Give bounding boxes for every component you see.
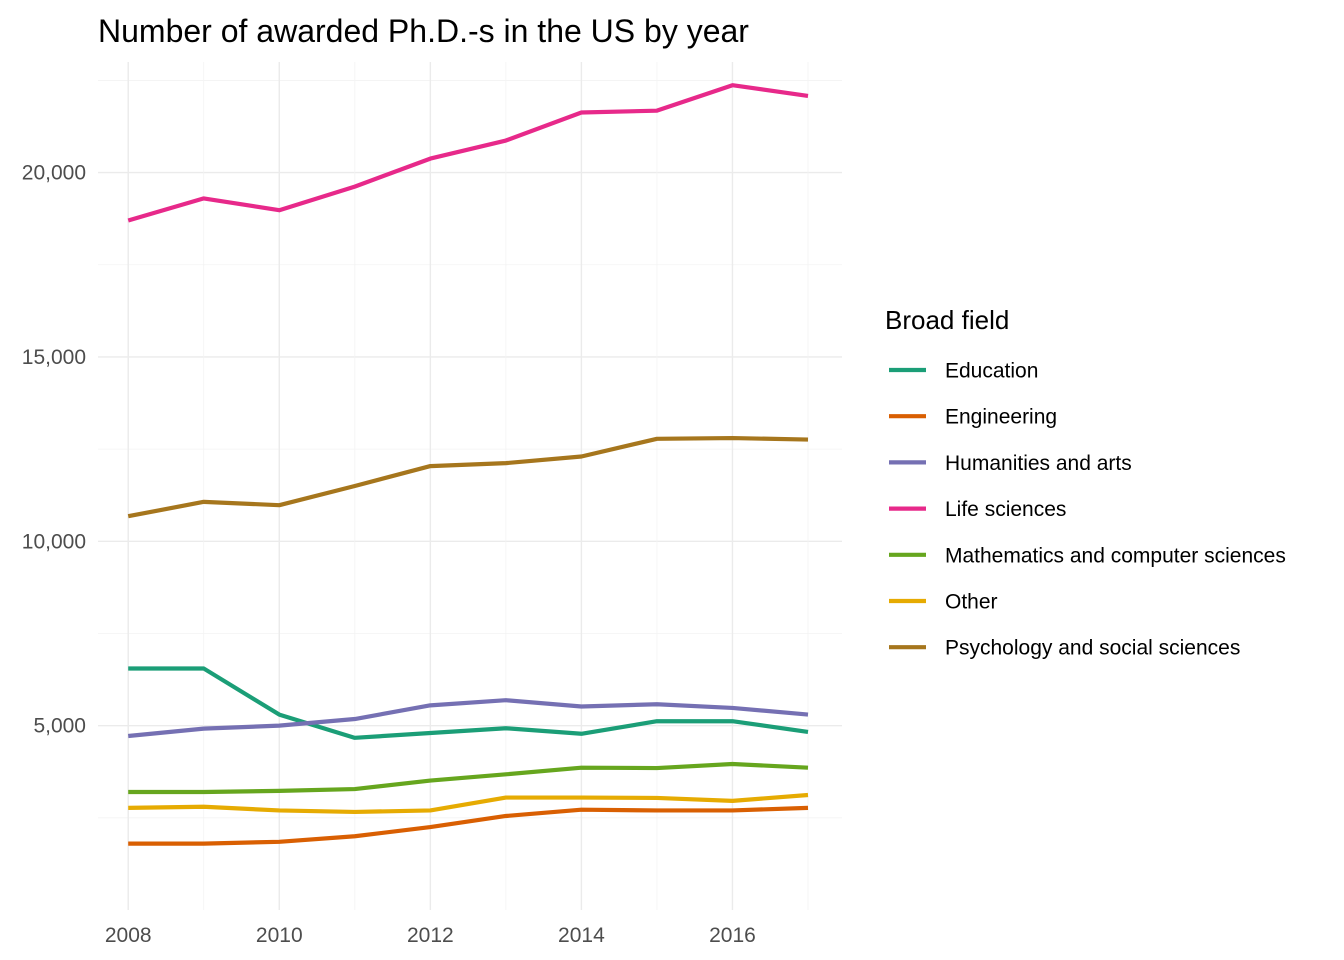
x-axis-tick-labels: 2008 2010 2012 2014 2016 [105,924,756,947]
series-line-engineering [128,805,809,846]
series-line-education [128,666,809,740]
series-line-life-sciences [127,83,809,223]
series-line-psychology-and-social-sciences [127,435,809,519]
x-tick-label: 2016 [709,924,756,947]
chart-title: Number of awarded Ph.D.-s in the US by y… [98,13,749,49]
series-lines [127,83,809,846]
legend-item-humanities-and-arts: Humanities and arts [889,452,1132,475]
y-tick-label: 20,000 [22,162,86,185]
legend-label: Engineering [945,406,1057,429]
y-tick-label: 5,000 [33,715,86,738]
legend-label: Mathematics and computer sciences [945,544,1286,567]
series-line-mathematics-and-computer-sciences [128,761,809,795]
legend-label: Other [945,591,998,614]
x-tick-label: 2014 [558,924,605,947]
legend-label: Psychology and social sciences [945,637,1240,660]
legend-label: Education [945,360,1038,383]
legend-item-engineering: Engineering [889,406,1057,429]
x-tick-label: 2012 [407,924,454,947]
legend-item-psychology-and-social-sciences: Psychology and social sciences [889,637,1240,660]
series-line-other [128,792,809,815]
legend-item-mathematics-and-computer-sciences: Mathematics and computer sciences [889,544,1286,567]
legend-item-education: Education [889,360,1038,383]
legend-label: Life sciences [945,498,1066,521]
series-line-humanities-and-arts [128,698,809,739]
x-tick-label: 2008 [105,924,152,947]
legend: Broad field Education Engineering Humaniti… [885,305,1286,660]
legend-label: Humanities and arts [945,452,1132,475]
y-tick-label: 15,000 [22,346,86,369]
legend-item-other: Other [889,591,998,614]
legend-item-life-sciences: Life sciences [889,498,1066,521]
legend-title: Broad field [885,305,1009,335]
y-axis-tick-labels: 5,000 10,000 15,000 20,000 [22,162,86,738]
grid [98,62,842,910]
y-tick-label: 10,000 [22,530,86,553]
x-tick-label: 2010 [256,924,303,947]
